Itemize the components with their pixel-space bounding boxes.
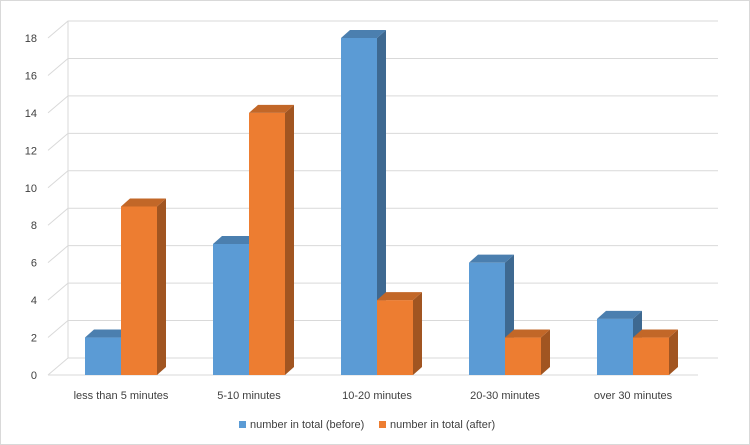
bars <box>85 30 678 375</box>
bar-front <box>377 300 413 375</box>
bar-front <box>597 318 633 375</box>
legend-label: number in total (before) <box>250 419 364 431</box>
bar-side <box>285 104 294 375</box>
gridline <box>47 245 718 264</box>
bar <box>597 310 642 375</box>
bar-side <box>541 329 550 375</box>
y-tick-label: 16 <box>25 70 37 82</box>
bar-top <box>341 30 386 38</box>
x-category-label: 10-20 minutes <box>342 390 412 402</box>
bar-top <box>505 329 550 338</box>
bar <box>249 104 294 375</box>
gridline <box>47 132 718 151</box>
bar-front <box>469 262 505 375</box>
x-category-label: over 30 minutes <box>594 390 673 402</box>
bar-top <box>121 198 166 207</box>
gridline <box>47 20 718 39</box>
legend-item: number in total (before) <box>239 419 364 431</box>
bar-top <box>213 235 258 244</box>
bar-front <box>213 243 249 375</box>
bar-side <box>669 329 678 375</box>
gridline <box>47 207 718 226</box>
x-axis: less than 5 minutes 5-10 minutes 10-20 min… <box>74 390 673 402</box>
y-tick-label: 8 <box>31 220 37 232</box>
y-tick-label: 6 <box>31 258 37 270</box>
legend-label: number in total (after) <box>390 419 495 431</box>
bar-top <box>85 329 130 338</box>
legend-swatch <box>379 421 386 428</box>
bar-front <box>633 337 669 375</box>
bar-side <box>377 30 386 375</box>
bar <box>633 329 678 375</box>
bar-front <box>121 206 157 375</box>
legend: number in total (before) number in total … <box>239 419 495 431</box>
y-tick-label: 12 <box>25 145 37 157</box>
y-tick-label: 2 <box>31 333 37 345</box>
bar <box>505 329 550 375</box>
y-tick-label: 4 <box>31 295 37 307</box>
bar <box>377 292 422 375</box>
bar-top <box>377 292 422 301</box>
x-category-label: less than 5 minutes <box>74 390 169 402</box>
bar-top <box>633 329 678 338</box>
bar-front <box>341 38 377 375</box>
bar-side <box>413 292 422 375</box>
bar-front <box>505 337 541 375</box>
x-category-label: 20-30 minutes <box>470 390 540 402</box>
legend-swatch <box>239 421 246 428</box>
bar <box>341 30 386 375</box>
x-category-label: 5-10 minutes <box>217 390 281 402</box>
gridline <box>47 95 718 114</box>
bar-top <box>249 104 294 113</box>
bar-front <box>85 337 121 375</box>
y-tick-label: 14 <box>25 108 37 120</box>
bar-top <box>597 310 642 319</box>
y-tick-label: 0 <box>31 370 37 382</box>
legend-item: number in total (after) <box>379 419 495 431</box>
gridline <box>47 170 718 189</box>
y-axis: 0 2 4 6 8 10 12 14 16 18 <box>25 33 37 382</box>
bar <box>469 254 514 375</box>
bar-front <box>249 112 285 375</box>
y-tick-label: 18 <box>25 33 37 45</box>
gridline <box>47 57 718 76</box>
y-tick-label: 10 <box>25 183 37 195</box>
bar <box>121 198 166 375</box>
bar-side <box>157 198 166 375</box>
bar-top <box>469 254 514 263</box>
